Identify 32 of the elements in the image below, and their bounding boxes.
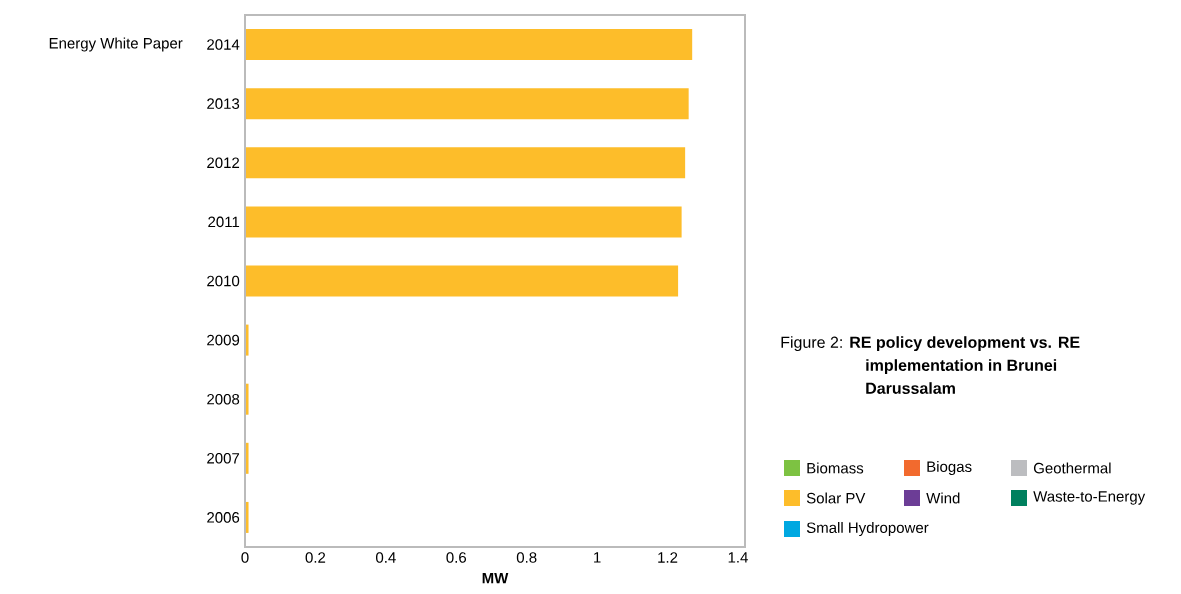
y-tick-label: 2009 — [207, 334, 240, 346]
legend-label: Geothermal — [1033, 462, 1111, 474]
legend-label: Biomass — [807, 462, 864, 474]
legend-label: Wind — [926, 492, 960, 504]
text: Energy White Paper — [49, 37, 183, 52]
legend-label: Small Hydropower — [806, 522, 929, 536]
bar — [245, 265, 679, 297]
x-tick-label: 0.6 — [446, 552, 467, 563]
legend-label: Solar PV — [806, 492, 866, 504]
bar — [245, 206, 682, 238]
bar — [245, 147, 686, 179]
y-tick-label: 2014 — [207, 39, 240, 50]
bar — [245, 29, 693, 61]
legend-label: Biogas — [927, 461, 972, 475]
y-tick-label: 2008 — [207, 393, 240, 405]
x-tick-label: 1.4 — [728, 552, 748, 563]
x-tick-label: 0 — [241, 552, 249, 563]
y-tick-label: 2010 — [207, 275, 240, 287]
x-tick-label: 0.8 — [516, 552, 537, 563]
bar — [245, 88, 689, 120]
y-tick-label: 2013 — [207, 98, 240, 109]
y-tick-label: 2012 — [207, 157, 240, 169]
x-tick-label: 1 — [594, 552, 601, 563]
y-tick-label: 2011 — [208, 216, 240, 228]
y-tick-label: 2006 — [207, 512, 240, 523]
x-tick-label: 0.2 — [305, 552, 326, 563]
y-tick-label: 2007 — [207, 453, 240, 464]
x-axis-title: MW — [482, 573, 509, 584]
legend-label: Waste-to-Energy — [1033, 491, 1146, 505]
x-tick-label: 0.4 — [376, 552, 396, 563]
text: Figure 2: RE policy development vs. RE implementation in Brunei Darussalam — [781, 336, 1080, 394]
x-tick-label: 1.2 — [658, 552, 678, 563]
